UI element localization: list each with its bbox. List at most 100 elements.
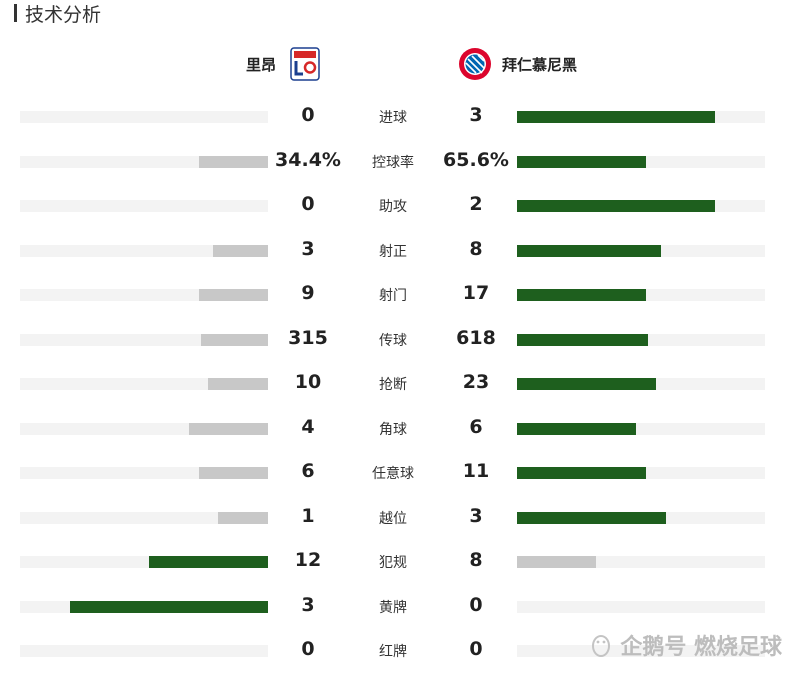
away-value: 8 bbox=[469, 237, 483, 260]
stat-row: 0 进球 3 bbox=[0, 95, 800, 140]
stat-label: 黄牌 bbox=[379, 599, 407, 616]
penguin-icon bbox=[592, 635, 611, 657]
stat-label: 传球 bbox=[379, 332, 407, 349]
stat-row: 0 助攻 2 bbox=[0, 184, 800, 229]
away-bar bbox=[517, 511, 666, 524]
home-value: 0 bbox=[301, 104, 315, 126]
stat-row: 9 射门 17 bbox=[0, 273, 800, 318]
home-bar-track bbox=[20, 378, 268, 390]
stat-label: 越位 bbox=[379, 510, 407, 527]
home-bar-track bbox=[20, 155, 268, 168]
home-bar bbox=[201, 333, 268, 346]
away-bar-track bbox=[517, 467, 765, 479]
home-bar-track bbox=[20, 600, 268, 613]
away-bar bbox=[517, 244, 661, 257]
stat-row: 4 角球 6 bbox=[0, 407, 800, 452]
stat-label: 抢断 bbox=[379, 377, 407, 393]
section-title-text: 技术分析 bbox=[25, 3, 102, 26]
away-value: 0 bbox=[469, 593, 483, 616]
away-bar bbox=[517, 289, 646, 301]
away-value: 17 bbox=[462, 282, 490, 304]
away-value: 11 bbox=[462, 460, 490, 482]
home-bar-track bbox=[20, 200, 268, 212]
away-value: 8 bbox=[469, 549, 483, 571]
home-bar bbox=[199, 289, 268, 301]
home-bar bbox=[213, 244, 268, 257]
stat-label: 红牌 bbox=[379, 644, 407, 660]
home-bar bbox=[208, 378, 268, 390]
away-bar-track bbox=[517, 600, 765, 613]
stat-row: 3 射正 8 bbox=[0, 229, 800, 274]
stat-row: 315 传球 618 bbox=[0, 318, 800, 363]
home-bar-track bbox=[20, 645, 268, 657]
home-bar bbox=[70, 600, 268, 613]
stat-label: 进球 bbox=[379, 110, 407, 126]
watermark: 企鹅号 燃烧足球 bbox=[588, 629, 782, 661]
home-bar bbox=[189, 422, 268, 435]
away-bar-track bbox=[517, 645, 765, 657]
away-bar-track bbox=[517, 289, 765, 301]
stat-label: 助攻 bbox=[379, 199, 407, 215]
away-bar-track bbox=[517, 111, 765, 123]
stat-label: 射门 bbox=[379, 288, 407, 304]
stat-row: 0 红牌 0 bbox=[0, 629, 800, 674]
away-bar-track bbox=[517, 333, 765, 346]
away-bar bbox=[517, 467, 646, 479]
stat-row: 10 抢断 23 bbox=[0, 362, 800, 407]
home-value: 315 bbox=[288, 326, 328, 349]
away-value: 3 bbox=[469, 504, 483, 527]
home-bar-track bbox=[20, 422, 268, 435]
away-bar-track bbox=[517, 556, 765, 568]
stat-label: 控球率 bbox=[372, 154, 414, 171]
away-bar bbox=[517, 200, 715, 212]
away-value: 65.6% bbox=[443, 148, 509, 171]
stat-label: 射正 bbox=[379, 243, 407, 260]
away-value: 618 bbox=[456, 326, 496, 349]
home-value: 34.4% bbox=[275, 148, 341, 171]
away-bar bbox=[517, 378, 656, 390]
home-value: 10 bbox=[294, 371, 322, 393]
away-bar bbox=[517, 333, 648, 346]
away-team-name: 拜仁慕尼黑 bbox=[502, 55, 578, 74]
away-bar-track bbox=[517, 378, 765, 390]
home-value: 1 bbox=[301, 504, 315, 527]
away-bar bbox=[517, 111, 715, 123]
fc-bayern-munchen-crest-icon bbox=[459, 48, 491, 80]
home-bar-track bbox=[20, 289, 268, 301]
home-team-header: 里昂 bbox=[246, 46, 322, 82]
away-bar-track bbox=[517, 422, 765, 435]
stat-row: 1 越位 3 bbox=[0, 496, 800, 541]
section-title: 技术分析 bbox=[14, 0, 101, 26]
home-bar bbox=[199, 467, 268, 479]
home-team-name: 里昂 bbox=[246, 55, 277, 74]
stat-row: 12 犯规 8 bbox=[0, 540, 800, 585]
away-bar-track bbox=[517, 155, 765, 168]
home-bar bbox=[199, 155, 268, 168]
home-bar-track bbox=[20, 333, 268, 346]
away-value: 3 bbox=[469, 104, 483, 126]
away-value: 2 bbox=[469, 193, 483, 215]
away-bar-track bbox=[517, 511, 765, 524]
away-bar bbox=[517, 422, 636, 435]
home-value: 4 bbox=[301, 415, 315, 438]
home-bar bbox=[149, 556, 268, 568]
stat-row: 3 黄牌 0 bbox=[0, 585, 800, 630]
home-value: 3 bbox=[301, 237, 315, 260]
home-value: 0 bbox=[301, 193, 315, 215]
away-bar-track bbox=[517, 200, 765, 212]
away-bar bbox=[517, 155, 646, 168]
olympique-lyonnais-crest-icon bbox=[290, 47, 320, 81]
away-value: 0 bbox=[469, 638, 483, 660]
away-bar-track bbox=[517, 244, 765, 257]
home-value: 0 bbox=[301, 638, 315, 660]
away-value: 23 bbox=[462, 371, 490, 393]
away-bar bbox=[517, 556, 596, 568]
home-bar-track bbox=[20, 467, 268, 479]
home-value: 3 bbox=[301, 593, 315, 616]
stat-label: 角球 bbox=[379, 421, 407, 438]
stat-label: 任意球 bbox=[372, 466, 414, 482]
stats-table: 0 进球 3 34.4% 控球率 65.6% 0 助攻 2 3 射正 8 9 射门 17 315 传球 618 10… bbox=[0, 95, 800, 674]
home-bar-track bbox=[20, 111, 268, 123]
home-value: 6 bbox=[301, 460, 315, 482]
stat-label: 犯规 bbox=[379, 555, 407, 571]
